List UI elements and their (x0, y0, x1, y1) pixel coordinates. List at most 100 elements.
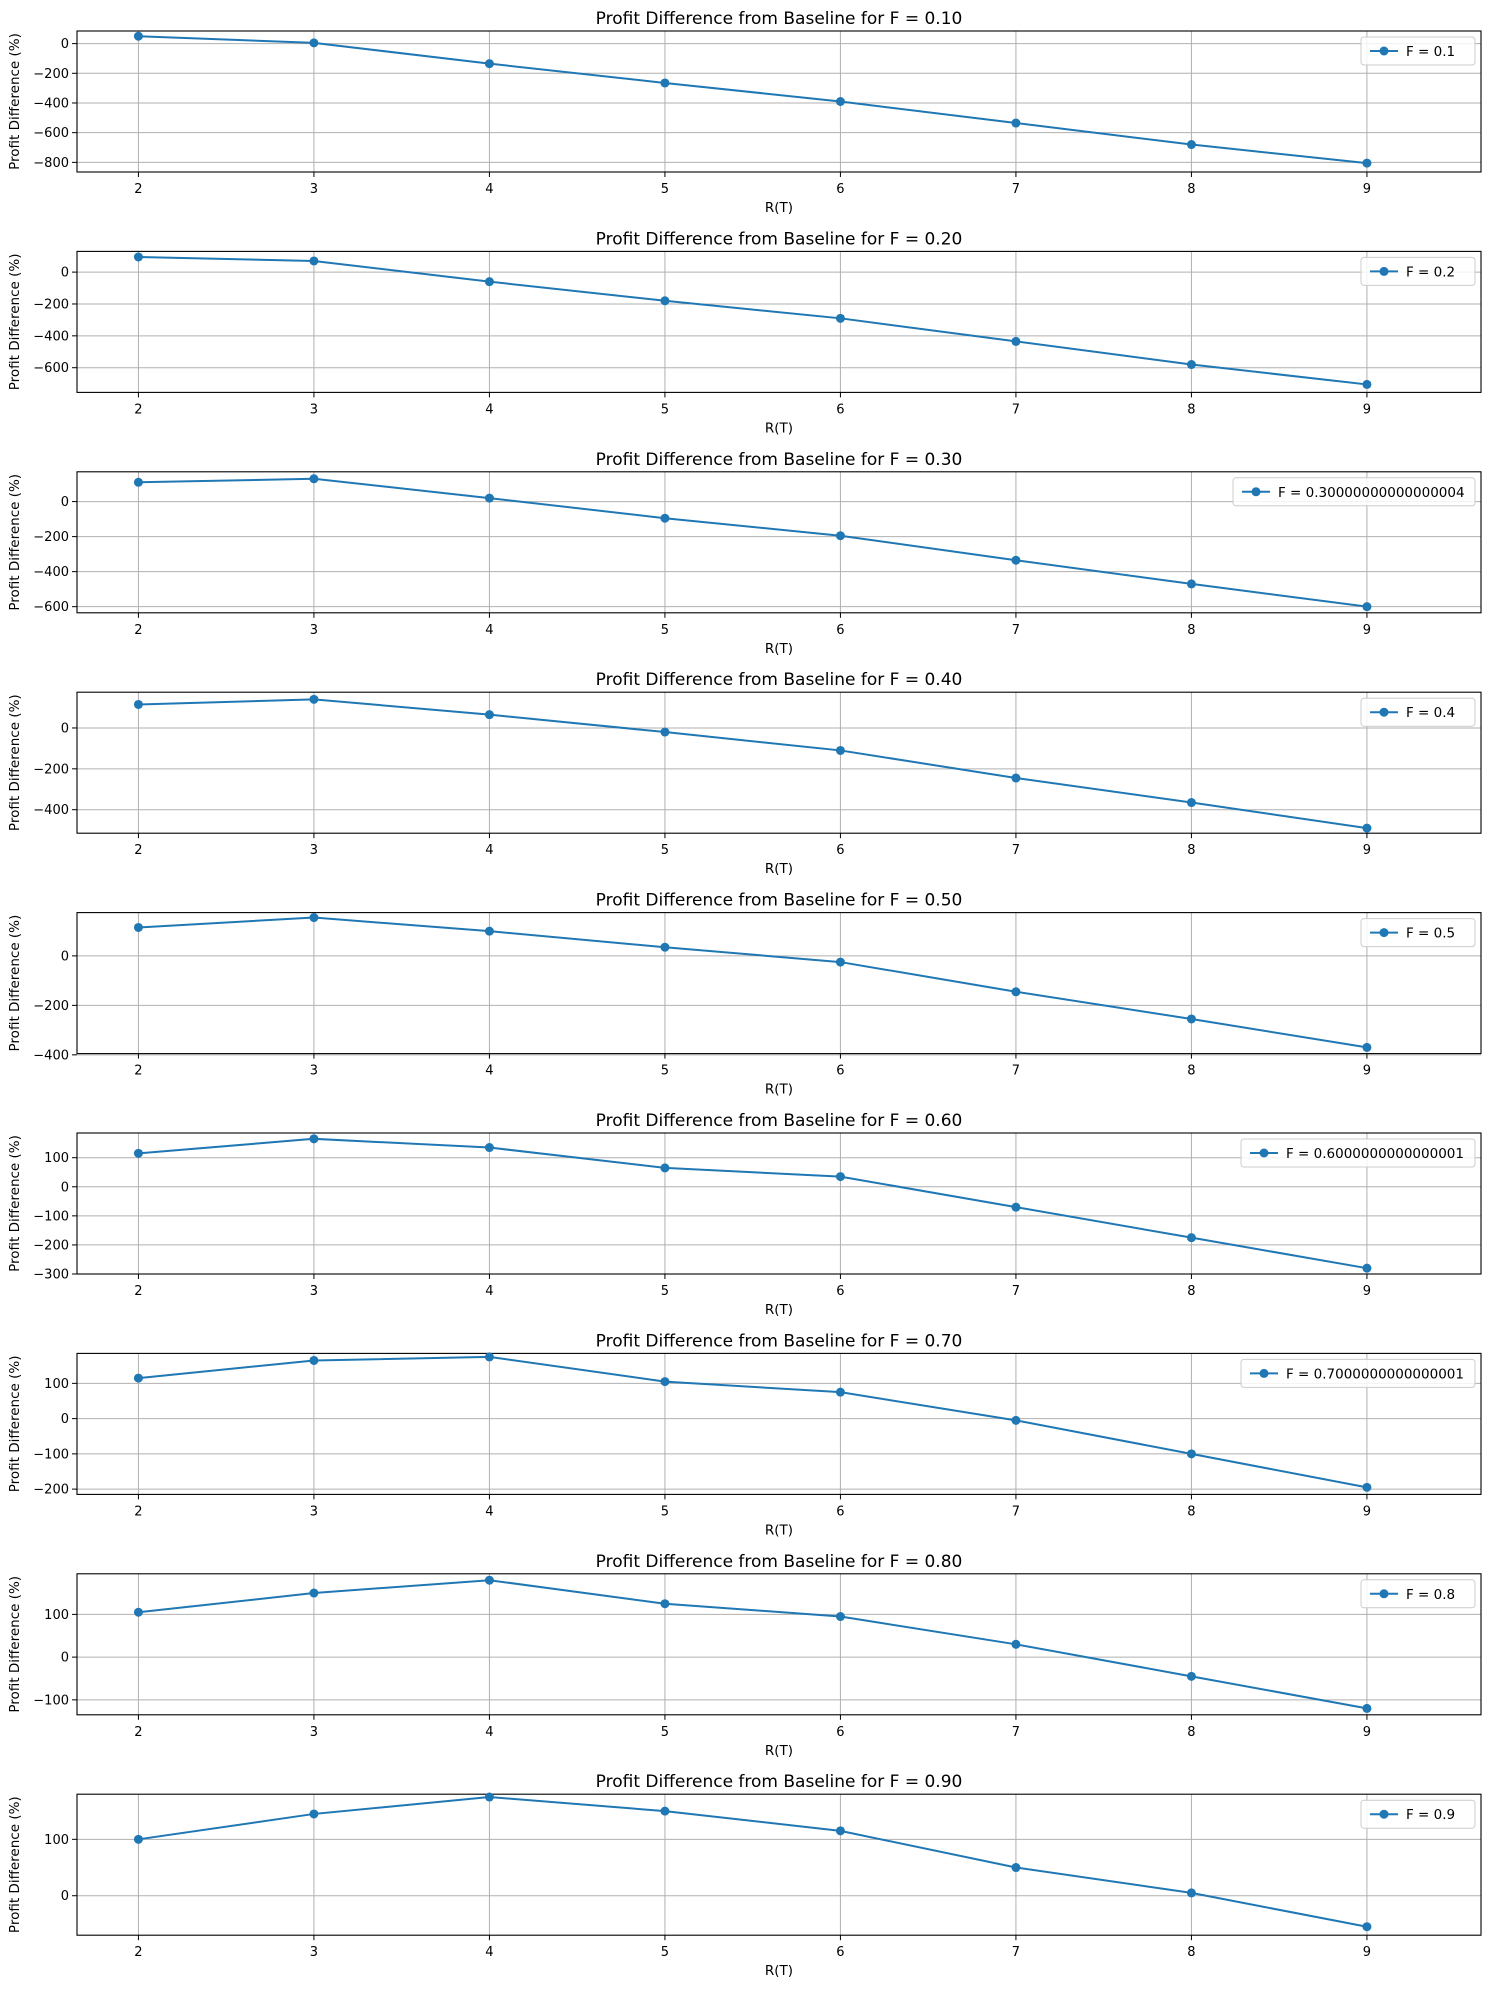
data-point (484, 493, 494, 503)
x-tick-label: 4 (485, 1725, 493, 1740)
data-point (484, 1352, 494, 1362)
data-point (835, 1826, 845, 1836)
legend: F = 0.9 (1360, 1799, 1476, 1829)
data-point (1011, 1415, 1021, 1425)
y-tick-label: −400 (33, 803, 69, 818)
data-point (133, 1607, 143, 1617)
data-point (133, 31, 143, 41)
x-tick-label: 2 (134, 402, 142, 417)
x-tick-label: 8 (1187, 1725, 1195, 1740)
y-tick-label: 0 (61, 949, 69, 964)
data-point (1186, 1014, 1196, 1024)
x-tick-label: 7 (1012, 1945, 1020, 1960)
data-point (133, 252, 143, 262)
x-tick-label: 7 (1012, 1064, 1020, 1079)
legend-label: F = 0.8 (1406, 1587, 1455, 1603)
axes-frame (76, 1793, 1482, 1936)
data-point (309, 38, 319, 48)
legend: F = 0.8 (1360, 1579, 1476, 1609)
x-axis-label: R(T) (765, 200, 793, 216)
data-point (660, 78, 670, 88)
data-point (309, 1809, 319, 1819)
data-point (1362, 1482, 1372, 1492)
legend-label: F = 0.9 (1406, 1807, 1455, 1823)
series-line (138, 1355, 1368, 1489)
data-point (1011, 1202, 1021, 1212)
y-tick-label: −200 (33, 1238, 69, 1253)
y-axis-label: Profit Difference (%) (7, 1135, 23, 1272)
data-point (660, 942, 670, 952)
data-point (660, 1599, 670, 1609)
x-tick-label: 7 (1012, 1504, 1020, 1519)
legend-label: F = 0.6000000000000001 (1286, 1146, 1464, 1162)
legend-marker (1251, 487, 1261, 497)
data-point (1011, 336, 1021, 346)
data-point (133, 1148, 143, 1158)
subplot-title: Profit Difference from Baseline for F = … (596, 450, 963, 470)
x-tick-label: 9 (1363, 1064, 1371, 1079)
data-point (835, 97, 845, 106)
subplot-title: Profit Difference from Baseline for F = … (596, 229, 963, 249)
x-tick-label: 3 (310, 1725, 318, 1740)
data-point (1186, 360, 1196, 370)
series-line (138, 1137, 1368, 1270)
subplot-3: Profit Difference from Baseline for F = … (7, 450, 1482, 657)
x-tick-label: 5 (661, 1504, 669, 1519)
legend-box (1240, 1358, 1476, 1388)
data-point (484, 710, 494, 720)
x-tick-label: 7 (1012, 843, 1020, 858)
data-point (660, 1377, 670, 1387)
y-axis-label: Profit Difference (%) (7, 33, 23, 170)
data-point (1011, 1863, 1021, 1873)
x-axis-label: R(T) (765, 641, 793, 657)
data-point (1011, 1639, 1021, 1649)
y-tick-label: −800 (33, 156, 69, 171)
legend: F = 0.4 (1360, 697, 1476, 727)
data-point (1362, 158, 1372, 168)
data-point (309, 474, 319, 484)
y-tick-label: 0 (61, 1651, 69, 1666)
y-axis-label: Profit Difference (%) (7, 915, 23, 1052)
x-axis-label: R(T) (765, 1082, 793, 1098)
x-tick-label: 6 (836, 1725, 844, 1740)
y-tick-label: −600 (33, 600, 69, 615)
legend: F = 0.6000000000000001 (1240, 1138, 1476, 1168)
x-tick-label: 5 (661, 1945, 669, 1960)
axes-frame (76, 250, 1482, 393)
data-point (835, 531, 845, 541)
legend-box (1360, 36, 1476, 66)
data-point (1186, 798, 1196, 808)
legend-label: F = 0.2 (1406, 264, 1455, 280)
x-tick-label: 7 (1012, 623, 1020, 638)
legend-marker (1379, 1589, 1389, 1599)
data-point (1186, 1671, 1196, 1681)
y-tick-label: −100 (33, 1693, 69, 1708)
x-tick-label: 5 (661, 1284, 669, 1299)
data-point (484, 1792, 494, 1802)
x-axis-label: R(T) (765, 1743, 793, 1759)
x-tick-label: 6 (836, 623, 844, 638)
legend-box (1360, 1579, 1476, 1609)
y-tick-label: −400 (33, 329, 69, 344)
series-line (138, 698, 1368, 830)
y-tick-label: 0 (61, 1412, 69, 1427)
axes-frame (76, 30, 1482, 173)
x-tick-label: 4 (485, 1504, 493, 1519)
series-line (138, 1579, 1368, 1710)
x-tick-label: 4 (485, 182, 493, 197)
x-tick-label: 3 (310, 1064, 318, 1079)
y-tick-label: 100 (44, 1608, 69, 1623)
data-point (835, 1172, 845, 1182)
x-tick-label: 8 (1187, 1945, 1195, 1960)
data-point (1186, 1888, 1196, 1898)
x-tick-label: 2 (134, 843, 142, 858)
x-tick-label: 4 (485, 623, 493, 638)
x-tick-label: 6 (836, 182, 844, 197)
x-tick-label: 3 (310, 623, 318, 638)
axes-frame (76, 1352, 1482, 1495)
y-tick-label: 100 (44, 1833, 69, 1848)
x-tick-label: 3 (310, 1504, 318, 1519)
x-tick-label: 5 (661, 182, 669, 197)
x-tick-label: 9 (1363, 402, 1371, 417)
y-tick-label: 0 (61, 266, 69, 281)
